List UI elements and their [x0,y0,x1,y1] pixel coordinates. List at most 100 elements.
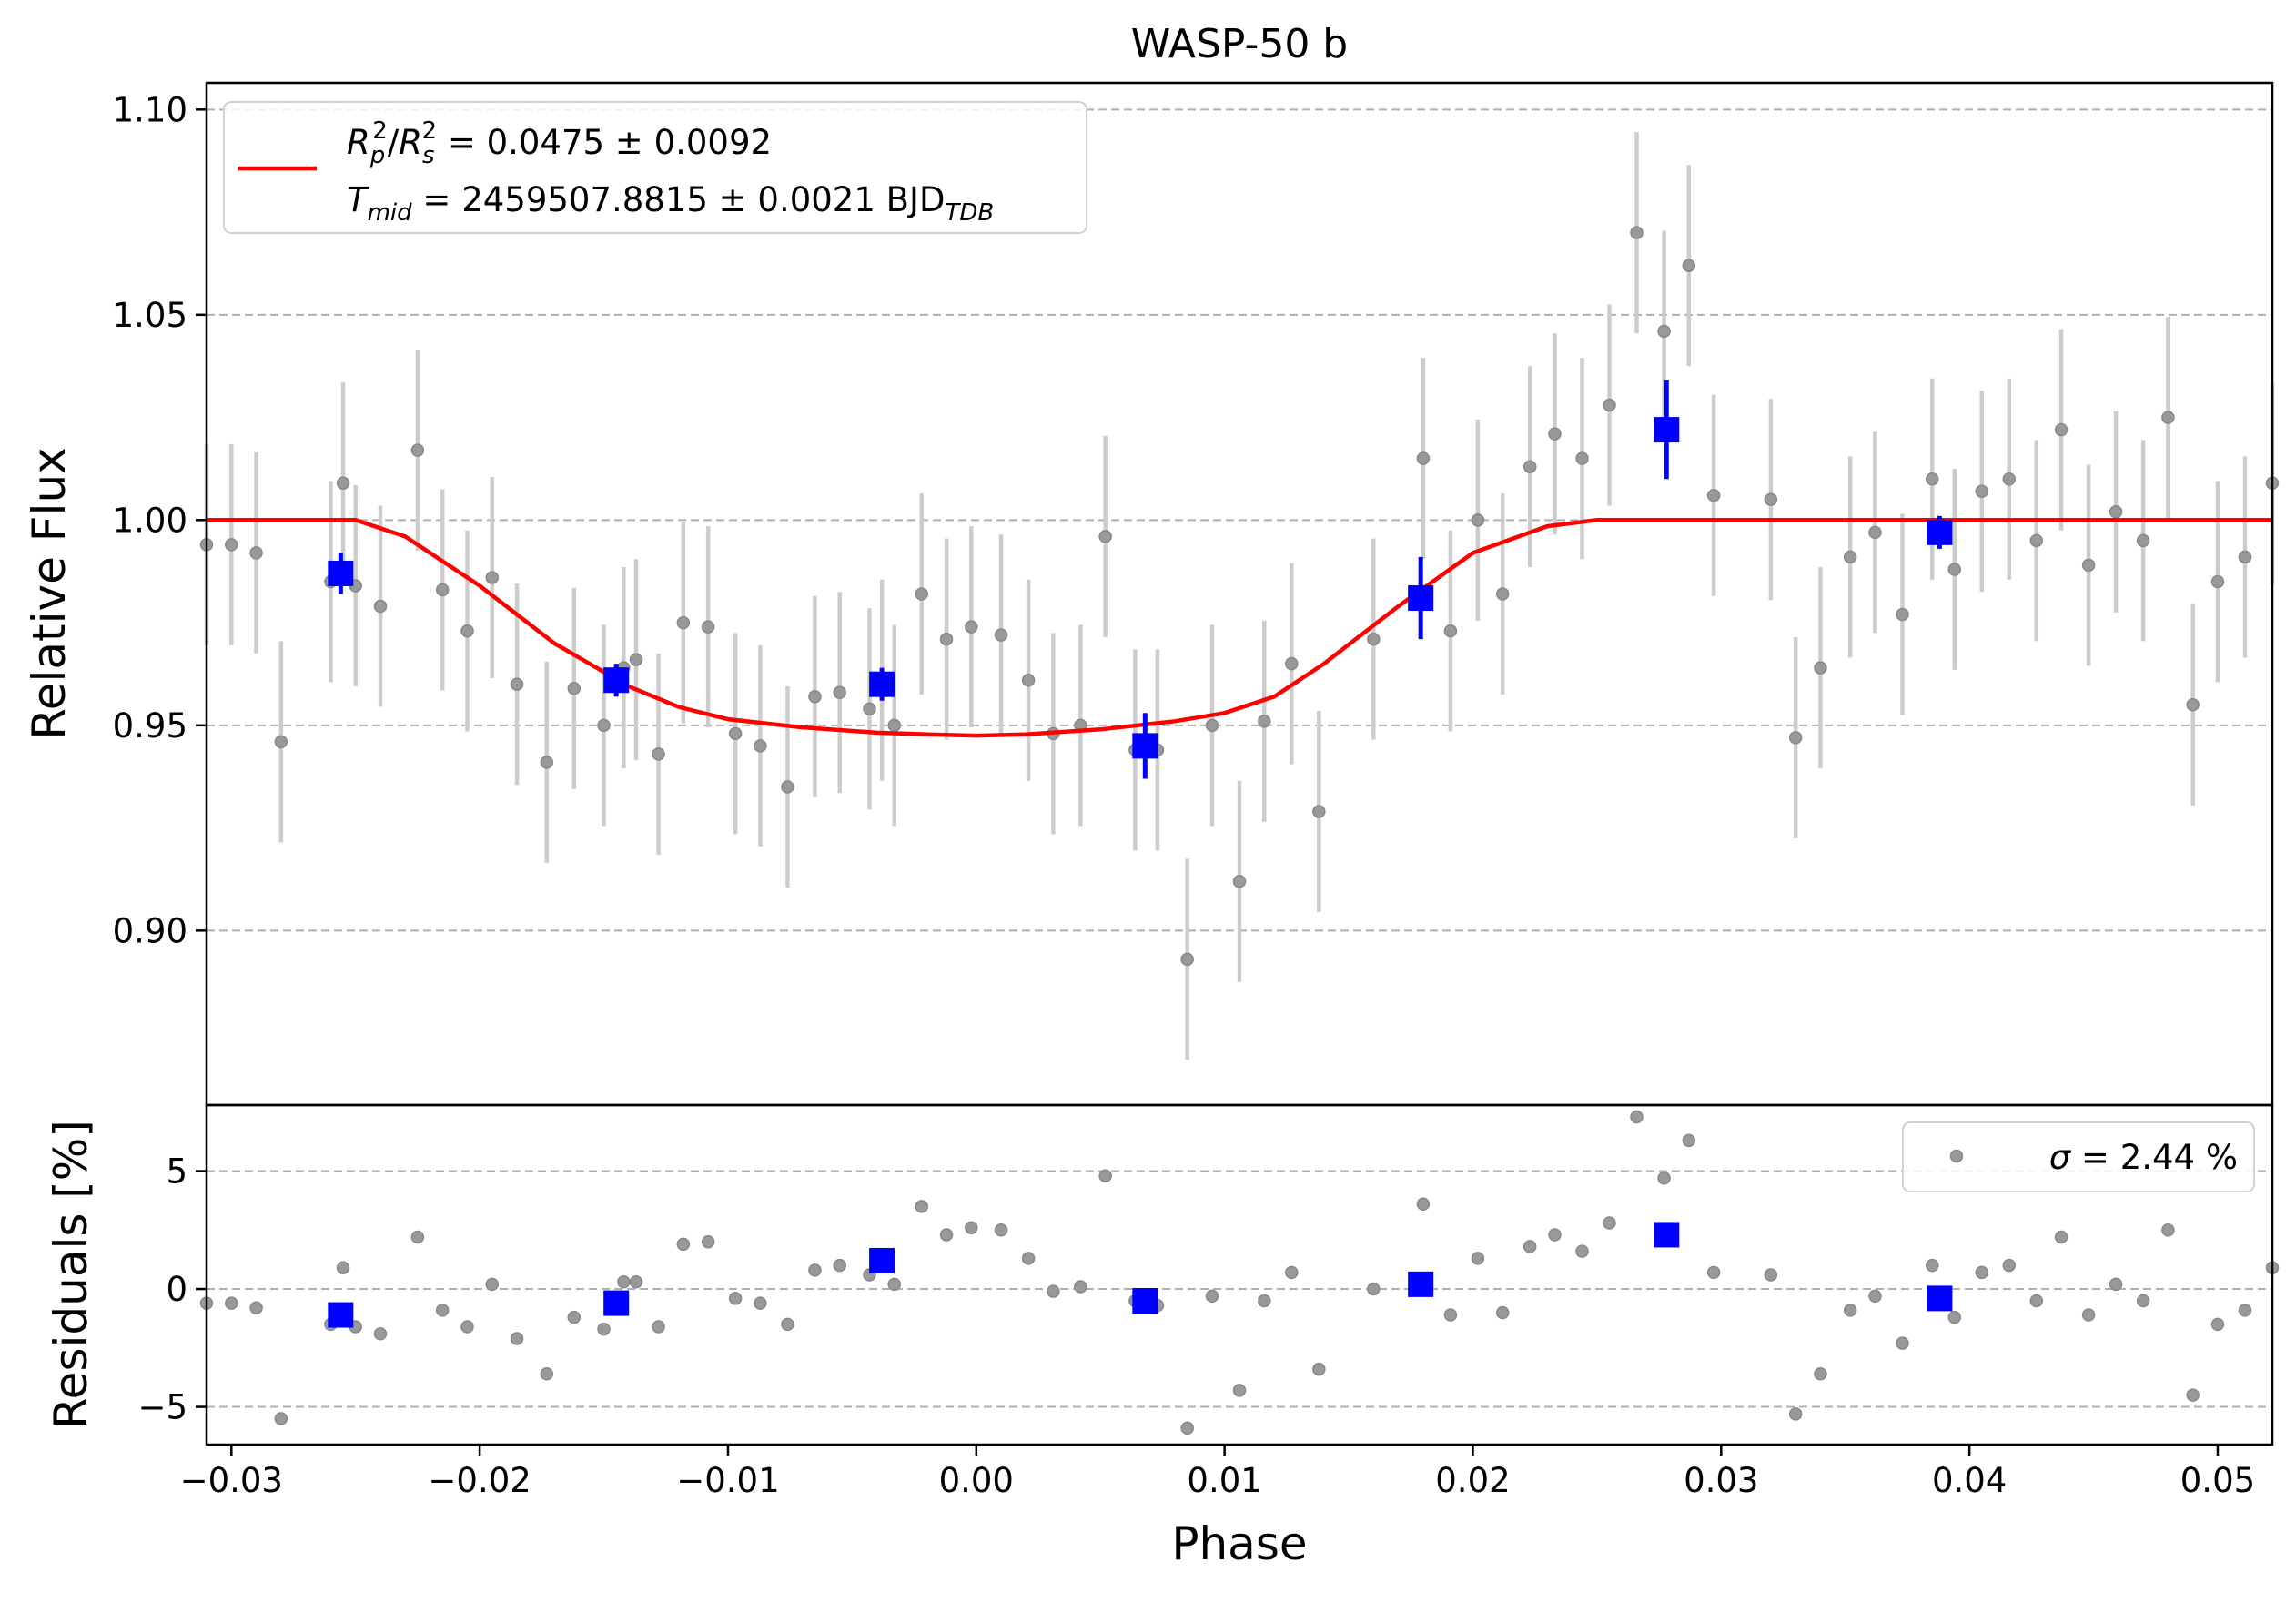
residual-raw-point [540,1367,554,1381]
residual-raw-point [2238,1304,2252,1317]
legend-raw-marker [1949,1149,1964,1163]
y-tick-label: 5 [166,1152,187,1192]
raw-point [410,443,425,457]
residual-binned-point [1132,1287,1158,1314]
residual-raw-point [1788,1407,1803,1421]
residual-raw-point [1603,1216,1616,1230]
raw-point [510,677,524,691]
residual-raw-point [2210,1317,2225,1332]
x-tick-label: 0.04 [1932,1461,2007,1500]
binned-point [328,560,354,586]
residual-raw-point [1682,1133,1696,1148]
y-tick-label: 1.10 [113,90,187,129]
residual-binned-point [869,1247,895,1273]
residual-raw-point [1522,1240,1537,1253]
residual-raw-point [274,1412,288,1425]
residual-raw-point [2002,1258,2017,1273]
residual-raw-point [597,1322,611,1336]
raw-point [1367,632,1381,646]
raw-point [2002,472,2017,486]
residual-raw-point [435,1304,450,1317]
raw-point [728,726,743,741]
raw-point [460,624,474,638]
raw-point [1706,489,1721,502]
raw-point [863,702,876,716]
x-tick-label: 0.01 [1187,1461,1261,1500]
binned-point [603,667,630,694]
x-tick-label: 0.05 [2180,1461,2255,1500]
residual-raw-point [915,1200,929,1213]
raw-point [781,780,794,794]
raw-point [597,718,611,733]
raw-point [939,632,954,646]
residual-raw-point [567,1310,582,1324]
residual-legend-box [1902,1121,2255,1192]
y-axis-label: Relative Flux [23,447,76,739]
residual-raw-points [199,1110,2280,1436]
x-axis-ticks: −0.03 −0.02 −0.01 0.00 0.01 0.02 0.03 0.04 0.05 [180,1445,2255,1500]
light-curve-panel: WASP-50 b 0.90 0.95 1.00 1.05 1.10 Relative … [23,21,2280,1107]
raw-point [915,587,929,601]
raw-point [2136,533,2150,548]
residual-raw-point [939,1228,954,1242]
residual-raw-point [336,1261,350,1274]
raw-point [1896,607,1909,622]
residual-raw-point [1232,1384,1247,1397]
raw-point [2161,411,2175,424]
residual-raw-point [2109,1277,2123,1292]
residuals-y-ticks: −5 0 5 [137,1152,207,1427]
raw-point [1682,259,1696,272]
y-tick-label: 0.95 [113,706,187,746]
residual-raw-point [410,1230,425,1244]
binned-point [869,671,895,697]
residuals-y-axis-label: Residuals [%] [45,1120,97,1429]
raw-point [1285,656,1299,671]
raw-point [1021,673,1036,687]
residual-binned-point [603,1290,630,1316]
residual-raw-point [1074,1280,1087,1294]
residual-raw-point [629,1275,643,1289]
residual-raw-point [1285,1265,1299,1280]
residual-raw-point [1947,1310,1962,1324]
residual-binned-point [1927,1285,1953,1312]
raw-point [567,681,582,695]
raw-point [1630,226,1644,239]
binned-point [1132,733,1158,759]
residual-raw-point [994,1223,1008,1237]
residual-raw-point [1367,1282,1381,1296]
residual-raw-point [701,1234,715,1249]
raw-point [2029,533,2044,548]
raw-point [2081,558,2096,573]
y-tick-label: 0.90 [113,911,187,950]
residuals-axes-frame [205,1103,2274,1446]
residual-raw-point [1312,1362,1326,1376]
raw-point [1814,661,1827,675]
residual-raw-point [1630,1110,1644,1124]
x-tick-label: −0.01 [676,1461,779,1500]
raw-point [1443,624,1458,638]
x-tick-label: −0.02 [428,1461,531,1500]
x-tick-label: 0.03 [1684,1461,1758,1500]
y-tick-label: 0 [166,1270,187,1309]
raw-point [1232,874,1247,888]
raw-point [887,718,902,733]
raw-point [1843,550,1857,564]
raw-point [1764,492,1778,507]
residual-raw-point [1706,1265,1721,1280]
raw-point [1657,324,1671,339]
residual-raw-point [754,1296,767,1310]
residual-raw-point [2054,1230,2068,1244]
residual-raw-point [1443,1308,1458,1322]
raw-point [2054,422,2068,437]
raw-point [965,620,978,634]
residual-raw-point [1925,1258,1939,1273]
raw-point [1975,484,1989,498]
residual-raw-point [2136,1294,2150,1308]
raw-point [1416,451,1431,465]
residual-binned-point [328,1302,354,1328]
chart-title: WASP-50 b [1131,21,1348,67]
raw-point [1603,398,1616,412]
residual-raw-point [249,1301,263,1315]
raw-point [2238,550,2252,564]
